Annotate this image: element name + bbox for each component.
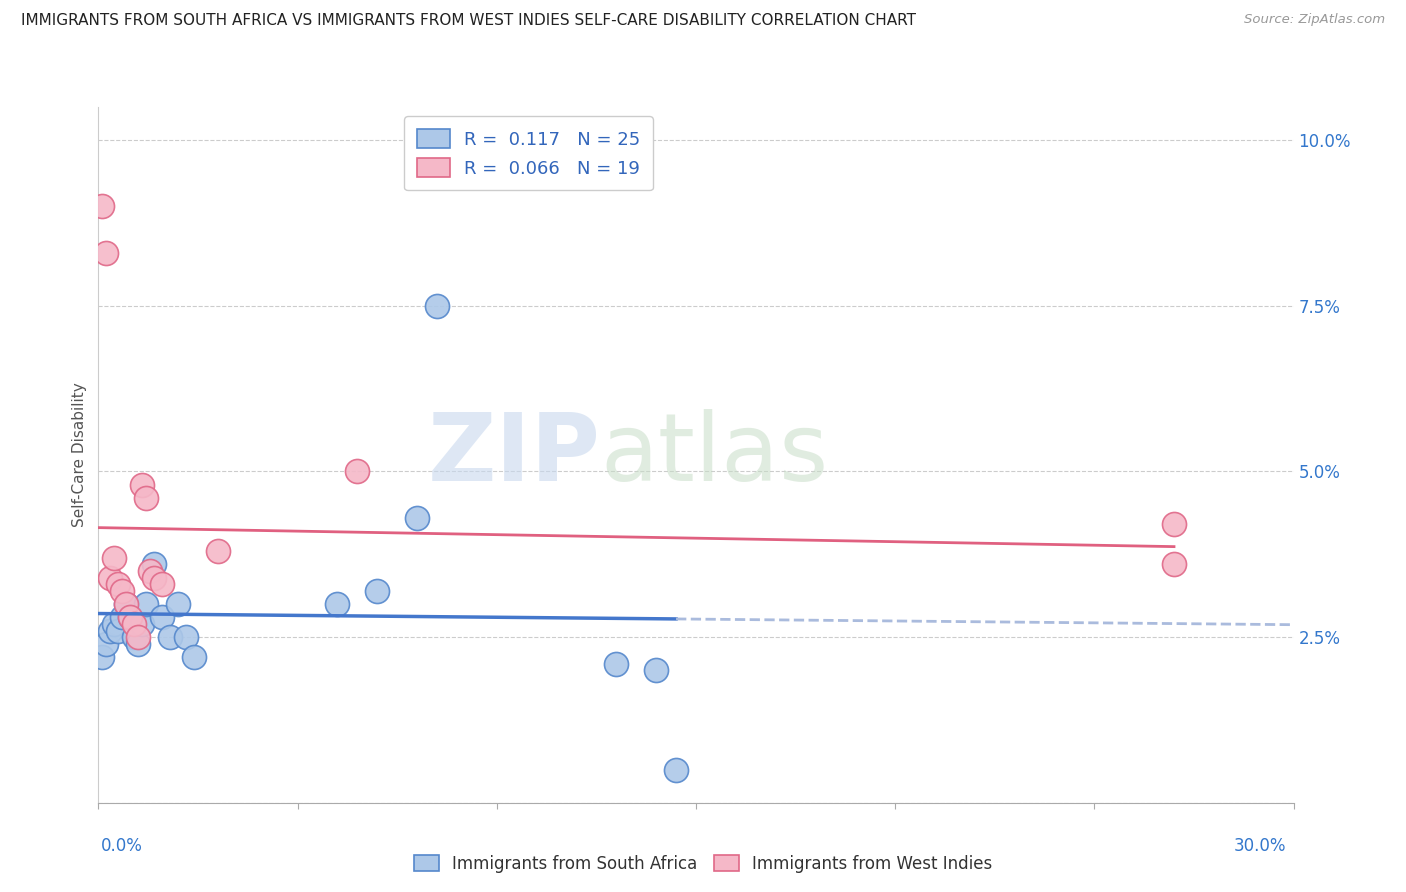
Point (131, 477, 153, 491)
Point (91, 650, 114, 665)
Point (107, 577, 129, 591)
Point (346, 465, 368, 479)
Text: 30.0%: 30.0% (1234, 837, 1286, 855)
Point (426, 299, 449, 313)
Point (207, 544, 229, 558)
Point (96, 245, 118, 260)
Point (127, 630, 149, 644)
Point (107, 624, 129, 638)
Point (91, 199, 114, 213)
Text: IMMIGRANTS FROM SOUTH AFRICA VS IMMIGRANTS FROM WEST INDIES SELF-CARE DISABILITY: IMMIGRANTS FROM SOUTH AFRICA VS IMMIGRAN… (21, 13, 917, 29)
Point (96, 637, 118, 651)
Point (1163, 517, 1185, 532)
Point (366, 583, 388, 598)
Point (127, 637, 149, 651)
Point (98, 570, 122, 584)
Point (150, 610, 173, 624)
Point (135, 491, 157, 505)
Point (135, 597, 157, 611)
Legend: R =  0.117   N = 25, R =  0.066   N = 19: R = 0.117 N = 25, R = 0.066 N = 19 (405, 116, 652, 190)
Point (115, 597, 138, 611)
Point (1163, 558, 1185, 572)
Point (645, 663, 668, 677)
Point (115, 597, 138, 611)
Point (167, 597, 190, 611)
Point (120, 610, 142, 624)
Point (124, 616, 146, 631)
Y-axis label: Self-Care Disability: Self-Care Disability (72, 383, 87, 527)
Point (131, 616, 153, 631)
Point (605, 657, 627, 671)
Text: atlas: atlas (600, 409, 828, 501)
Point (150, 577, 173, 591)
Point (174, 630, 197, 644)
Text: Source: ZipAtlas.com: Source: ZipAtlas.com (1244, 13, 1385, 27)
Point (103, 550, 125, 565)
Point (406, 511, 429, 525)
Point (143, 558, 166, 572)
Point (159, 630, 181, 644)
Point (665, 763, 688, 777)
Point (326, 597, 349, 611)
Point (98, 624, 122, 638)
Point (111, 610, 134, 624)
Text: 0.0%: 0.0% (101, 837, 143, 855)
Legend: Immigrants from South Africa, Immigrants from West Indies: Immigrants from South Africa, Immigrants… (406, 848, 1000, 880)
Point (103, 616, 125, 631)
Point (183, 650, 205, 665)
Text: ZIP: ZIP (427, 409, 600, 501)
Point (111, 583, 134, 598)
Point (124, 630, 146, 644)
Point (120, 610, 142, 624)
Point (139, 564, 162, 578)
Point (143, 570, 166, 584)
